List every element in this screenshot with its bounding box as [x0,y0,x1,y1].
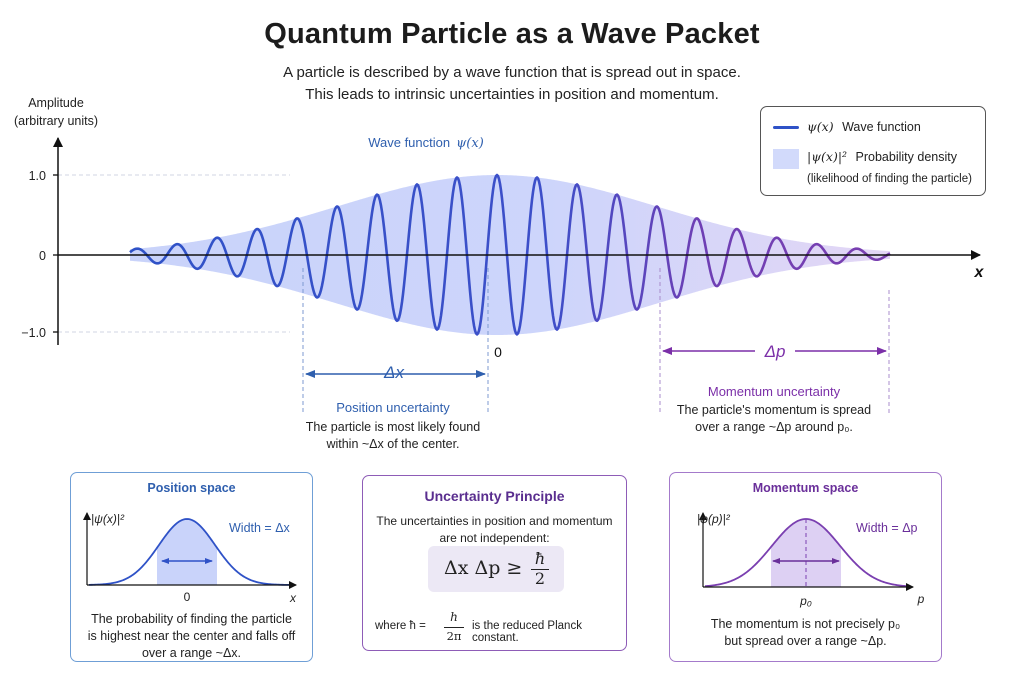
planck-fraction-bar [444,627,464,628]
planck-prefix: where ħ = [375,620,426,632]
legend-density-math: |ψ(x)|² [807,149,848,164]
momentum-space-card: Momentum space |φ(p)|² Width = Δp p₀ p T… [669,472,942,662]
position-card-text: The probability of finding the particle … [71,611,312,662]
planck-numerator: h [450,610,458,624]
legend-density-entry: |ψ(x)|² Probability density [807,149,957,164]
momentum-card-title: Momentum space [752,481,859,495]
legend: ψ(x) Wave function |ψ(x)|² Probability d… [760,106,986,196]
position-card-line-2: is highest near the center and falls off [87,629,296,643]
subtitle-line-2: This leads to intrinsic uncertainties in… [305,86,719,103]
legend-density-swatch [773,149,799,169]
delta-p-label-bg [755,338,795,362]
position-density-curve [88,518,292,586]
wave-function-curve [129,173,891,336]
y-tick-label-top: 1.0 [29,169,46,183]
legend-density-note: (likelihood of finding the particle) [807,173,972,185]
position-uncertainty-line-2: within ~Δx of the center. [325,437,459,451]
position-density-fill [157,519,217,585]
momentum-x-label: p [917,592,925,606]
delta-p-label: Δp [764,342,786,361]
x-axis-label: x [974,264,985,281]
position-width-label: Width = Δx [229,521,291,535]
legend-wave-math: ψ(x) [807,119,834,134]
momentum-width-label: Width = Δp [856,521,918,535]
momentum-density-fill [771,519,841,587]
momentum-y-label: |φ(p)|² [697,512,731,526]
position-uncertainty-title: Position uncertainty [336,400,450,415]
delta-x-label: Δx [383,363,404,382]
momentum-card-line-2: but spread over a range ~Δp. [724,634,887,648]
uncertainty-formula-box: Δx Δp ≥ ħ 2 [428,546,564,592]
position-x-label: x [289,591,297,605]
wave-function-label: Wave function ψ(x) [368,135,484,151]
principle-card-title: Uncertainty Principle [424,488,565,504]
principle-card-line-2: are not independent: [439,531,550,545]
position-card-title: Position space [147,481,236,495]
principle-card-line-1: The uncertainties in position and moment… [376,514,613,528]
momentum-uncertainty-line-2: over a range ~Δp around p₀. [695,420,853,434]
planck-suffix: is the reduced Planck constant. [472,620,582,644]
y-tick-label-zero: 0 [39,249,46,263]
position-card-line-3: over a range ~Δx. [141,646,242,660]
position-space-card: Position space |ψ(x)|² Width = Δx 0 x Th… [70,472,313,662]
momentum-card-text: The momentum is not precisely p₀ but spr… [670,616,941,650]
momentum-space-plot: |φ(p)|² Width = Δp p₀ p [697,512,925,608]
position-x-tick: 0 [184,590,191,604]
wave-packet-plot: Amplitude (arbitrary units) 1.0 0 −1.0 x… [14,96,985,451]
y-axis-label-line-2: (arbitrary units) [14,114,98,128]
subtitle-line-1: A particle is described by a wave functi… [283,64,741,81]
uncertainty-principle-card: Uncertainty Principle The uncertainties … [362,475,627,651]
legend-wave-text: Wave function [842,120,921,134]
y-axis-label-line-1: Amplitude [28,96,84,110]
momentum-uncertainty-line-1: The particle's momentum is spread [677,403,871,417]
momentum-card-line-1: The momentum is not precisely p₀ [710,617,901,631]
legend-wave-swatch [773,126,799,129]
formula-two: 2 [534,569,546,588]
planck-denominator: 2π [446,629,462,643]
legend-density-text: Probability density [855,150,957,164]
formula-fraction-bar [531,569,549,570]
origin-label: 0 [494,344,502,360]
page-title: Quantum Particle as a Wave Packet [264,18,760,50]
position-space-plot: |ψ(x)|² Width = Δx 0 x [83,512,297,605]
position-card-line-1: The probability of finding the particle [91,612,292,626]
uncertainty-formula: Δx Δp ≥ [444,557,523,579]
momentum-x-tick: p₀ [799,594,812,608]
position-uncertainty-line-1: The particle is most likely found [306,420,480,434]
position-y-label: |ψ(x)|² [91,512,125,526]
momentum-uncertainty-title: Momentum uncertainty [708,384,841,399]
page-subtitle: A particle is described by a wave functi… [0,62,1024,106]
principle-card-text: The uncertainties in position and moment… [363,513,626,547]
y-tick-label-bottom: −1.0 [21,326,46,340]
formula-hbar: ħ [534,549,546,568]
legend-wave-entry: ψ(x) Wave function [807,119,921,134]
